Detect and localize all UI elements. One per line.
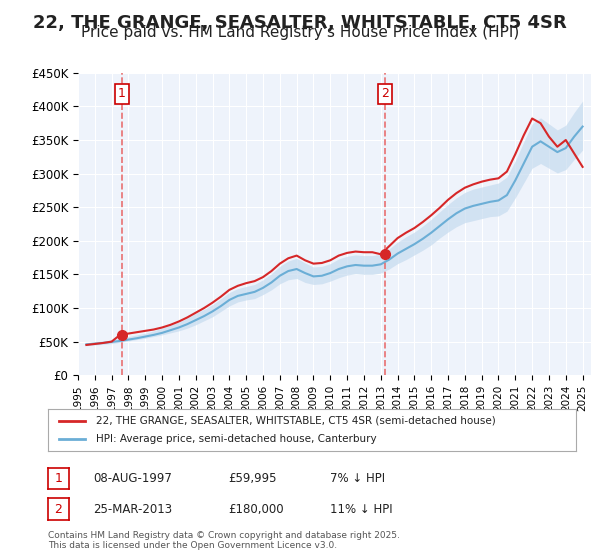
Text: £180,000: £180,000 — [228, 503, 284, 516]
Text: 2: 2 — [55, 502, 62, 516]
Text: 22, THE GRANGE, SEASALTER, WHITSTABLE, CT5 4SR (semi-detached house): 22, THE GRANGE, SEASALTER, WHITSTABLE, C… — [95, 416, 495, 426]
Text: 1: 1 — [118, 87, 125, 100]
Text: 08-AUG-1997: 08-AUG-1997 — [93, 472, 172, 486]
Text: 7% ↓ HPI: 7% ↓ HPI — [330, 472, 385, 486]
Text: HPI: Average price, semi-detached house, Canterbury: HPI: Average price, semi-detached house,… — [95, 434, 376, 444]
Text: 1: 1 — [55, 472, 62, 485]
Text: Contains HM Land Registry data © Crown copyright and database right 2025.
This d: Contains HM Land Registry data © Crown c… — [48, 530, 400, 550]
Text: £59,995: £59,995 — [228, 472, 277, 486]
Text: 2: 2 — [380, 87, 389, 100]
Text: 22, THE GRANGE, SEASALTER, WHITSTABLE, CT5 4SR: 22, THE GRANGE, SEASALTER, WHITSTABLE, C… — [33, 14, 567, 32]
Text: 25-MAR-2013: 25-MAR-2013 — [93, 503, 172, 516]
Text: 11% ↓ HPI: 11% ↓ HPI — [330, 503, 392, 516]
Text: Price paid vs. HM Land Registry's House Price Index (HPI): Price paid vs. HM Land Registry's House … — [81, 25, 519, 40]
